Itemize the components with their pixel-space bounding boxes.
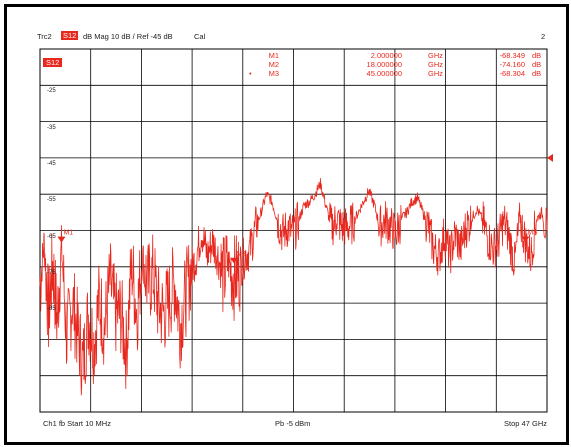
y-tick-label: -45 [47, 161, 56, 167]
footer-power[interactable]: Pb -5 dBm [275, 419, 311, 428]
marker-frequency: 45.000000 [366, 69, 402, 78]
footer-start[interactable]: Ch1 fb Start 10 MHz [43, 419, 111, 428]
marker-frequency: 2.000000 [370, 51, 402, 60]
marker-triangle-m1[interactable] [57, 236, 66, 243]
marker-name: M3 [268, 69, 279, 78]
y-tick-label: -65 [47, 234, 56, 240]
channel-number: 2 [541, 32, 546, 41]
parameter-badge[interactable]: S12 [61, 31, 79, 40]
reference-level-arrow[interactable] [547, 153, 553, 162]
footer-stop[interactable]: Stop 47 GHz [504, 419, 547, 428]
marker-triangle-m3[interactable] [521, 236, 530, 243]
trace-s12-line[interactable] [39, 178, 548, 396]
marker-frequency-unit: GHz [428, 69, 443, 78]
marker-label-m3: M3 [527, 229, 537, 236]
format-scale-text[interactable]: dB Mag 10 dB / Ref -45 dB [83, 32, 173, 41]
trace-scale-tag[interactable]: S12 [43, 58, 63, 67]
y-tick-label: -25 [47, 88, 56, 94]
marker-name: M1 [268, 51, 279, 60]
marker-frequency: 18.000000 [366, 60, 402, 69]
marker-value-unit: dB [532, 69, 542, 78]
marker-frequency-unit: GHz [428, 60, 443, 69]
vna-display-frame: M1 M2 M3 Trc2 S12 dB Mag 10 dB / Ref -45 d… [4, 4, 569, 445]
marker-value: -68.304 [499, 69, 525, 78]
marker-value-unit: dB [532, 51, 542, 60]
marker-value-unit: dB [532, 60, 542, 69]
marker-value: -68.349 [499, 51, 525, 60]
y-tick-label: -55 [47, 197, 56, 203]
cal-label: Cal [194, 32, 206, 41]
marker-triangle-m2[interactable] [230, 257, 239, 264]
marker-label-m1: M1 [63, 230, 73, 237]
active-marker-bullet: • [249, 69, 252, 78]
y-tick-label: -75 [47, 270, 56, 276]
y-tick-label: -35 [47, 125, 56, 131]
marker-frequency-unit: GHz [428, 51, 443, 60]
trace-name[interactable]: Trc2 [37, 32, 52, 41]
marker-name: M2 [268, 60, 279, 69]
y-tick-label: -85 [47, 306, 56, 312]
marker-value: -74.160 [499, 60, 525, 69]
marker-label-m2: M2 [236, 251, 246, 258]
